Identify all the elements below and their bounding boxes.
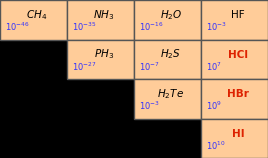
Text: $10^{-27}$: $10^{-27}$ [72, 60, 97, 73]
Bar [67, 40, 134, 79]
Bar [201, 40, 268, 79]
Text: $10^{-7}$: $10^{-7}$ [139, 60, 160, 73]
Bar [134, 0, 201, 40]
Text: $H_{2}O$: $H_{2}O$ [160, 8, 182, 22]
Bar [134, 40, 201, 79]
Text: $10^{-3}$: $10^{-3}$ [206, 21, 227, 33]
Bar [67, 0, 134, 40]
Bar [0, 0, 67, 40]
Text: $10^{-3}$: $10^{-3}$ [139, 100, 160, 112]
Text: $10^{7}$: $10^{7}$ [206, 60, 222, 73]
Bar [134, 79, 201, 118]
Text: $H_{2}Te$: $H_{2}Te$ [157, 87, 184, 101]
Text: $10^{-46}$: $10^{-46}$ [5, 21, 30, 33]
Text: $NH_{3}$: $NH_{3}$ [93, 8, 115, 22]
Text: HI: HI [232, 128, 244, 139]
Text: HF: HF [231, 10, 245, 20]
Text: $10^{-16}$: $10^{-16}$ [139, 21, 164, 33]
Bar [201, 118, 268, 158]
Text: HBr: HBr [227, 89, 249, 99]
Text: $10^{10}$: $10^{10}$ [206, 139, 226, 152]
Text: $CH_{4}$: $CH_{4}$ [26, 8, 47, 22]
Text: $PH_{3}$: $PH_{3}$ [94, 48, 114, 61]
Text: $10^{9}$: $10^{9}$ [206, 100, 222, 112]
Bar [201, 0, 268, 40]
Text: HCl: HCl [228, 49, 248, 60]
Bar [201, 79, 268, 118]
Text: $10^{-35}$: $10^{-35}$ [72, 21, 97, 33]
Text: $H_{2}S$: $H_{2}S$ [160, 48, 181, 61]
